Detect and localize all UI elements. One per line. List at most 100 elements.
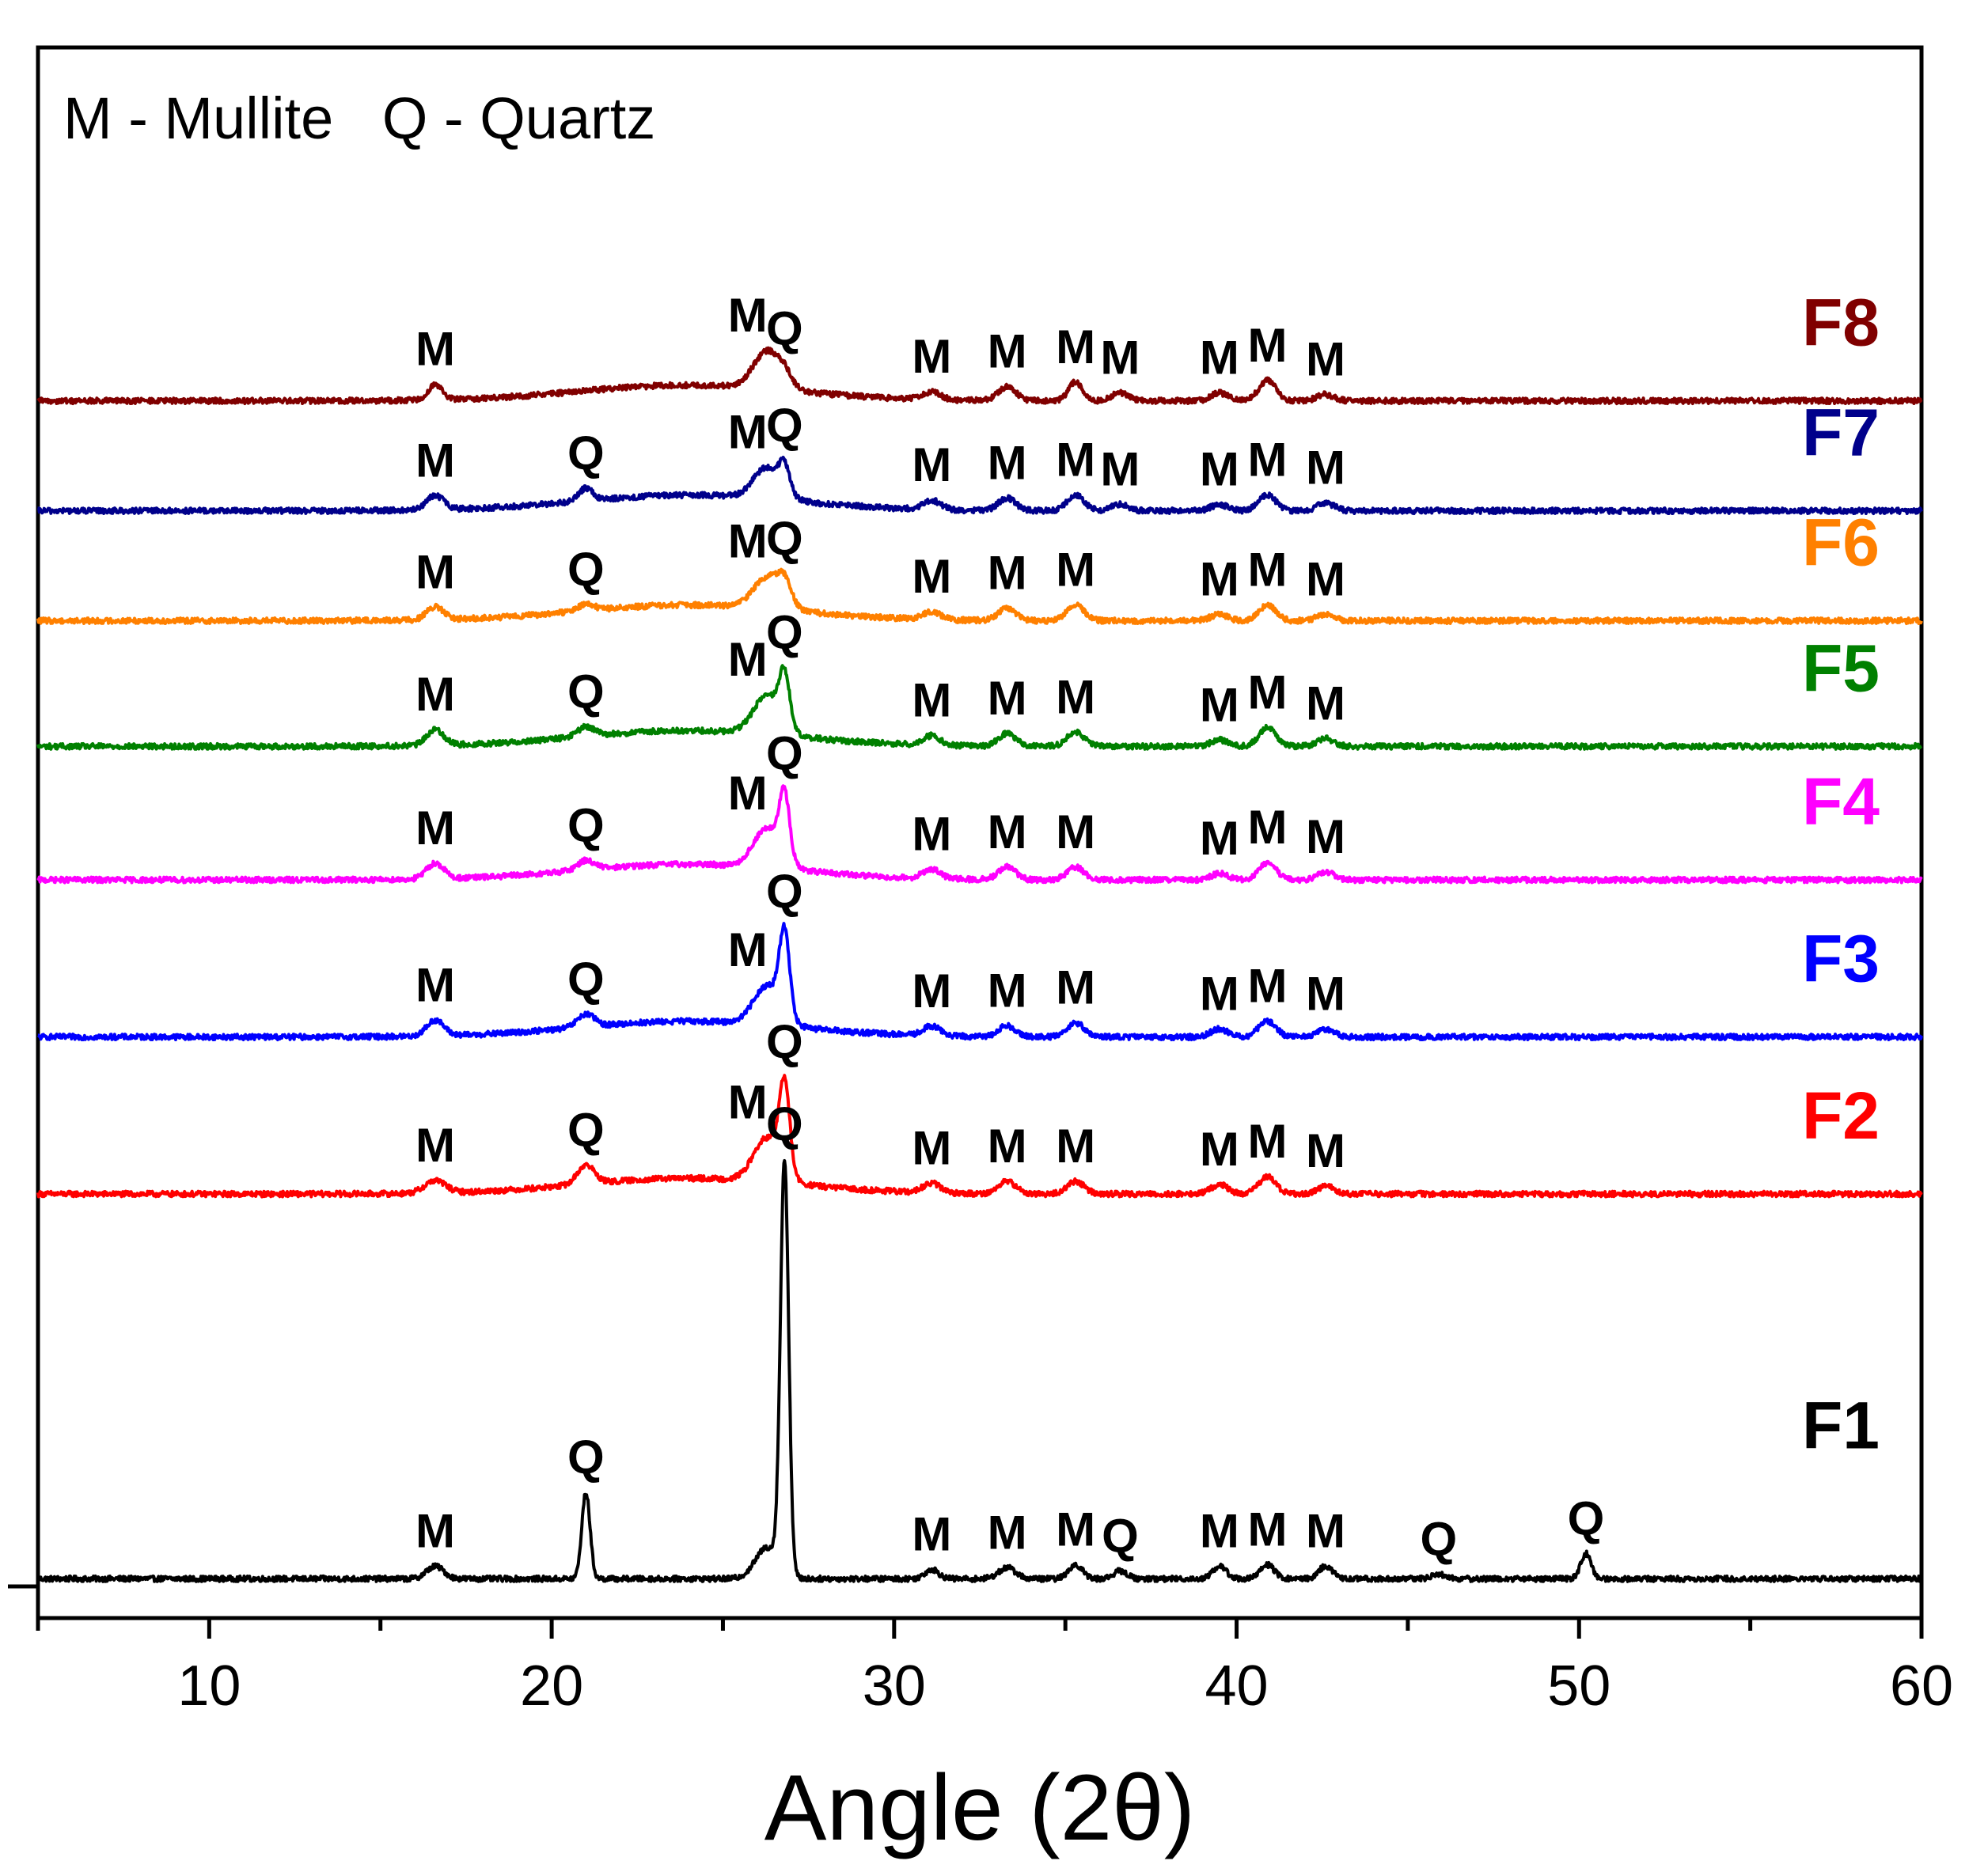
peak-label: M (1100, 443, 1140, 496)
peak-label: M (1306, 810, 1345, 863)
peak-label: Q (766, 865, 803, 918)
series-label-f8: F8 (1802, 286, 1880, 360)
x-tick-label: 10 (177, 1654, 241, 1718)
peak-label: M (1247, 319, 1287, 372)
peak-label: M (728, 1076, 768, 1129)
peak-label: M (1306, 442, 1345, 495)
peak-label: M (1056, 670, 1095, 723)
peak-label: M (415, 958, 455, 1011)
peak-label: M (1056, 434, 1095, 487)
peak-label: M (1100, 332, 1140, 385)
peak-label: M (415, 545, 455, 598)
peak-label: M (1247, 801, 1287, 854)
series-line-f5 (36, 664, 1923, 751)
peak-label: M (1056, 544, 1095, 597)
peak-label: M (1200, 443, 1239, 496)
series-line-f7 (36, 456, 1923, 515)
peak-label: M (415, 322, 455, 375)
peak-label: M (988, 324, 1027, 377)
x-tick-label: 50 (1547, 1654, 1610, 1718)
peak-label: M (1306, 1504, 1345, 1557)
peak-label: Q (766, 399, 803, 452)
peak-label: M (1306, 333, 1345, 386)
peak-label: M (1200, 1123, 1239, 1176)
peak-label: M (1200, 678, 1239, 731)
peak-label: Q (766, 512, 803, 565)
peak-label: M (1200, 332, 1239, 385)
peak-label: M (1306, 676, 1345, 730)
peak-label: M (1056, 320, 1095, 373)
peak-label: M (1200, 1504, 1239, 1557)
x-tick-label: 30 (863, 1654, 926, 1718)
peak-label: M (988, 672, 1027, 725)
peak-label: Q (567, 1431, 605, 1484)
peak-label: Q (567, 798, 605, 851)
peak-label: M (1200, 553, 1239, 606)
peak-label: Q (567, 543, 605, 596)
x-tick-label: 20 (520, 1654, 583, 1718)
peak-label: M (1306, 968, 1345, 1021)
peak-label: M (1306, 1124, 1345, 1177)
peak-label: Q (766, 1015, 803, 1068)
peak-label: Q (766, 606, 803, 659)
series-label-f7: F7 (1802, 396, 1880, 470)
peak-label: M (1247, 1115, 1287, 1168)
peak-label: M (912, 807, 951, 860)
peak-label: M (415, 1119, 455, 1172)
peak-label: Q (567, 953, 605, 1006)
peak-label: M (988, 805, 1027, 858)
series-line-f3 (36, 922, 1923, 1041)
peak-label: M (1200, 812, 1239, 865)
series-label-f6: F6 (1802, 506, 1880, 580)
series-label-f3: F3 (1802, 922, 1880, 996)
peak-label: M (1200, 968, 1239, 1021)
peak-label: M (1247, 1503, 1287, 1556)
series-label-f4: F4 (1802, 764, 1880, 839)
x-tick-label: 60 (1890, 1654, 1953, 1718)
peak-label: Q (567, 665, 605, 718)
peak-label: M (912, 438, 951, 491)
series-label-f5: F5 (1802, 631, 1880, 705)
peak-label: Q (766, 301, 803, 354)
peak-label: M (1056, 1120, 1095, 1173)
peak-label: M (912, 1121, 951, 1174)
peak-label: M (728, 633, 768, 686)
peak-label: M (415, 1504, 455, 1557)
peak-label: M (988, 964, 1027, 1017)
peak-label: M (1306, 553, 1345, 606)
plot-frame (36, 45, 1924, 1620)
peak-label: M (1247, 960, 1287, 1013)
series-line-f2 (36, 1074, 1923, 1199)
peak-label: M (988, 546, 1027, 599)
series-line-f1 (36, 1158, 1923, 1583)
series-labels: F1 F2 F3 F4 F5 F6 F7 F8 (1802, 286, 1880, 1463)
peak-label: Q (1568, 1492, 1605, 1545)
series-layer (36, 346, 1923, 1583)
peak-label: M (415, 802, 455, 855)
peak-label: Q (1421, 1512, 1458, 1565)
peak-label: M (728, 514, 768, 567)
peak-label: Q (567, 426, 605, 479)
peak-label: M (728, 767, 768, 820)
peak-label: M (1056, 1503, 1095, 1556)
series-label-f2: F2 (1802, 1078, 1880, 1153)
peak-label: M (728, 923, 768, 976)
peak-label: M (1247, 434, 1287, 487)
series-line-f6 (36, 567, 1923, 625)
peak-label: M (1056, 961, 1095, 1014)
peak-label: M (912, 1507, 951, 1560)
peak-label: Q (766, 1097, 803, 1150)
series-line-f8 (36, 346, 1923, 406)
series-line-f4 (36, 784, 1923, 885)
peak-label: M (1247, 666, 1287, 719)
peak-label: M (988, 436, 1027, 489)
peak-label: M (912, 330, 951, 383)
peak-label: M (728, 289, 768, 342)
peak-label: M (415, 434, 455, 487)
peak-label: M (728, 405, 768, 458)
x-axis-ticks: 10 20 30 40 50 60 (36, 1618, 1953, 1718)
peak-label: M (988, 1120, 1027, 1173)
legend-text: M - Mullite Q - Quartz (63, 85, 655, 151)
